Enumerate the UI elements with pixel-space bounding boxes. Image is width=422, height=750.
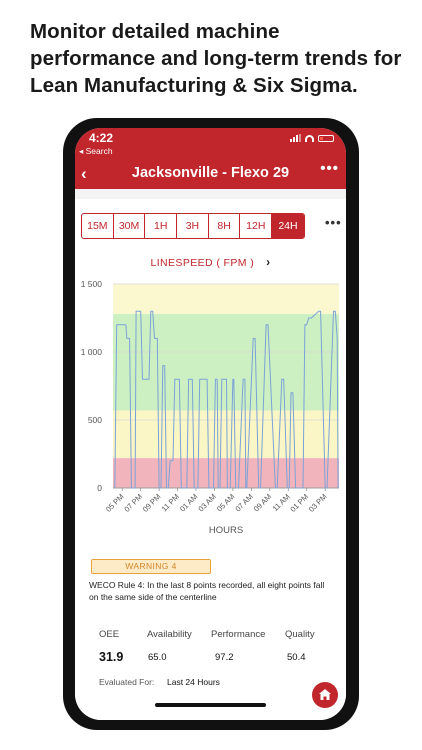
range-8h[interactable]: 8H [209, 214, 241, 238]
range-30m[interactable]: 30M [114, 214, 146, 238]
signal-icon [290, 134, 301, 142]
x-tick-label-9: 11 AM [271, 492, 292, 513]
kpi-performance-label: Performance [211, 629, 266, 640]
back-chevron-icon[interactable]: ‹ [81, 164, 87, 183]
evaluated-for-value: Last 24 Hours [167, 677, 220, 687]
x-tick-label-6: 05 AM [215, 492, 236, 513]
home-button[interactable] [312, 682, 338, 708]
chevron-right-icon: › [266, 255, 271, 269]
summary-panel: WARNING 4 WECO Rule 4: In the last 8 poi… [75, 553, 346, 720]
warning-rule-text: WECO Rule 4: In the last 8 points record… [89, 580, 325, 602]
range-12h[interactable]: 12H [240, 214, 273, 238]
y-tick-label-2: 1 000 [81, 347, 103, 357]
range-15m[interactable]: 15M [82, 214, 114, 238]
x-tick-label-10: 01 PM [288, 492, 310, 514]
status-icons [290, 134, 334, 142]
kpi-quality-value: 50.4 [287, 652, 306, 663]
metric-selector[interactable]: LINESPEED ( FPM ) › [75, 255, 346, 269]
headline: Monitor detailed machine performance and… [30, 20, 402, 97]
x-tick-label-11: 03 PM [307, 492, 329, 514]
kpi-oee-value: 31.9 [99, 650, 124, 664]
kpi-quality-label: Quality [285, 629, 315, 640]
kpi-oee-label: OEE [99, 629, 120, 640]
back-to-search-link[interactable]: ◂ Search [79, 146, 113, 156]
threshold-band-1 [113, 410, 339, 459]
status-time: 4:22 [89, 131, 114, 145]
x-tick-label-3: 11 PM [160, 492, 181, 513]
wifi-icon [305, 134, 314, 142]
x-tick-label-7: 07 AM [233, 492, 254, 513]
threshold-band-0 [113, 458, 339, 488]
evaluated-for-label: Evaluated For: [99, 677, 155, 687]
more-options-button[interactable]: ••• [320, 160, 339, 177]
y-tick-label-3: 1 500 [81, 279, 103, 289]
kpi-performance-value: 97.2 [215, 652, 234, 663]
y-tick-label-1: 500 [88, 415, 102, 425]
y-tick-label-0: 0 [97, 483, 102, 493]
kpi-availability-value: 65.0 [148, 652, 167, 663]
warning-badge[interactable]: WARNING 4 [91, 559, 211, 574]
battery-icon [318, 134, 334, 142]
series-line-0 [114, 310, 339, 489]
kpi-availability-label: Availability [147, 629, 192, 640]
x-tick-label-0: 05 PM [104, 492, 126, 514]
time-range-selector: 15M 30M 1H 3H 8H 12H 24H [81, 213, 305, 239]
x-tick-label-4: 01 AM [178, 492, 199, 513]
app-header: 4:22 ◂ Search ‹ Jacksonville - Flexo 29 … [75, 128, 346, 189]
home-icon [319, 689, 331, 700]
range-more-button[interactable]: ••• [325, 215, 342, 230]
chart-card: 15M 30M 1H 3H 8H 12H 24H ••• LINESPEED (… [75, 199, 346, 609]
x-tick-label-5: 03 AM [196, 492, 217, 513]
x-tick-label-8: 09 AM [252, 492, 273, 513]
app-screen: 4:22 ◂ Search ‹ Jacksonville - Flexo 29 … [75, 128, 346, 720]
x-tick-label-2: 09 PM [141, 492, 163, 514]
range-24h[interactable]: 24H [272, 214, 304, 238]
metric-label: LINESPEED ( FPM ) [150, 257, 255, 269]
x-tick-label-1: 07 PM [122, 492, 144, 514]
x-axis-title: HOURS [209, 525, 243, 536]
threshold-band-3 [113, 284, 339, 314]
home-indicator [155, 703, 266, 707]
page-title: Jacksonville - Flexo 29 [131, 165, 290, 181]
range-1h[interactable]: 1H [145, 214, 178, 238]
range-3h[interactable]: 3H [177, 214, 209, 238]
